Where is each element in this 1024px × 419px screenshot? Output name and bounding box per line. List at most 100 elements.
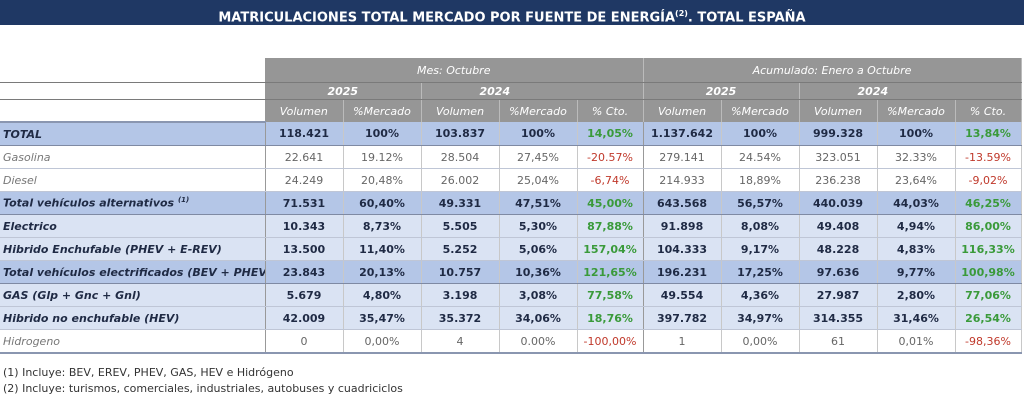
cell-volumen: 22.641 — [265, 145, 344, 169]
cell-volumen: 97.636 — [799, 260, 878, 284]
cell-volumen: 643.568 — [643, 191, 722, 215]
row-label: Gasolina — [0, 145, 266, 169]
cell-volumen: 440.039 — [799, 191, 878, 215]
cell-volumen: 61 — [799, 329, 878, 354]
row-label-text: Hibrido no enchufable (HEV) — [3, 311, 180, 325]
table-row: Diesel 24.249 20,48% 26.002 25,04% -6,74% 214.… — [0, 168, 1022, 192]
cell-volumen: 27.987 — [799, 283, 878, 307]
cell-volumen: 5.679 — [265, 283, 344, 307]
row-label-text: Hidrogeno — [3, 334, 61, 348]
cell-cto: -6,74% — [577, 168, 644, 192]
title-text: MATRICULACIONES TOTAL MERCADO POR FUENTE… — [218, 10, 676, 26]
column-header: %Mercado — [499, 99, 578, 122]
cell-volumen: 5.252 — [421, 237, 500, 261]
cell-volumen: 71.531 — [265, 191, 344, 215]
footnote-1: (1) Incluye: BEV, EREV, PHEV, GAS, HEV e… — [3, 366, 294, 379]
cell-volumen: 28.504 — [421, 145, 500, 169]
cell-mercado: 20,48% — [343, 168, 422, 192]
cell-mercado: 0,01% — [877, 329, 956, 354]
cell-volumen: 24.249 — [265, 168, 344, 192]
cell-mercado: 10,36% — [499, 260, 578, 284]
cell-mercado: 8,73% — [343, 214, 422, 238]
row-label: Total vehículos alternativos (1) — [0, 191, 266, 215]
cell-mercado: 17,25% — [721, 260, 800, 284]
cell-mercado: 34,06% — [499, 306, 578, 330]
cell-cto: 86,00% — [955, 214, 1022, 238]
row-label-text: Total vehículos electrificados (BEV + PH… — [3, 265, 265, 279]
cell-mercado: 0.00% — [499, 329, 578, 354]
cell-mercado: 100% — [499, 122, 578, 146]
cell-volumen: 397.782 — [643, 306, 722, 330]
blank-header — [0, 58, 265, 83]
cell-mercado: 4,94% — [877, 214, 956, 238]
row-label-text: Electrico — [3, 219, 57, 233]
cell-volumen: 323.051 — [799, 145, 878, 169]
cell-mercado: 4,36% — [721, 283, 800, 307]
row-label: GAS (Glp + Gnc + Gnl) — [0, 283, 266, 307]
cell-mercado: 35,47% — [343, 306, 422, 330]
cell-mercado: 0,00% — [721, 329, 800, 354]
cell-mercado: 5,06% — [499, 237, 578, 261]
cell-volumen: 4 — [421, 329, 500, 354]
column-header: Volumen — [265, 99, 344, 122]
footnote-ref: (1) — [177, 196, 190, 205]
table-row: Hibrido no enchufable (HEV) 42.009 35,47% 3… — [0, 306, 1022, 330]
cell-cto: -20.57% — [577, 145, 644, 169]
title-suffix: . TOTAL ESPAÑA — [687, 10, 806, 26]
footnote-2: (2) Incluye: turismos, comerciales, indu… — [3, 382, 403, 395]
cell-mercado: 2,80% — [877, 283, 956, 307]
column-header: %Mercado — [721, 99, 800, 122]
cell-mercado: 100% — [877, 122, 956, 146]
cell-volumen: 104.333 — [643, 237, 722, 261]
cell-mercado: 44,03% — [877, 191, 956, 215]
cell-volumen: 5.505 — [421, 214, 500, 238]
cell-cto: 87,88% — [577, 214, 644, 238]
row-label-text: TOTAL — [3, 127, 43, 141]
column-header: % Cto. — [577, 99, 644, 122]
group-header-cumulative: Acumulado: Enero a Octubre — [643, 58, 1022, 83]
cell-mercado: 47,51% — [499, 191, 578, 215]
cell-cto: 121,65% — [577, 260, 644, 284]
cell-volumen: 214.933 — [643, 168, 722, 192]
table-row: Hidrogeno 0 0,00% 4 0.00% -100,00% 1 0,00% 61 0,0… — [0, 329, 1022, 354]
blank-header — [0, 82, 265, 100]
cell-mercado: 56,57% — [721, 191, 800, 215]
row-label: Hidrogeno — [0, 329, 266, 354]
cell-mercado: 4,83% — [877, 237, 956, 261]
cell-cto: -9,02% — [955, 168, 1022, 192]
cell-volumen: 10.757 — [421, 260, 500, 284]
column-header: % Cto. — [955, 99, 1022, 122]
column-header: %Mercado — [343, 99, 422, 122]
year-header: 2025 — [265, 82, 422, 100]
cell-volumen: 3.198 — [421, 283, 500, 307]
cell-volumen: 1.137.642 — [643, 122, 722, 146]
row-label: Diesel — [0, 168, 266, 192]
row-label-text: GAS (Glp + Gnc + Gnl) — [3, 288, 141, 302]
cell-cto: 116,33% — [955, 237, 1022, 261]
cell-mercado: 8,08% — [721, 214, 800, 238]
table-row: GAS (Glp + Gnc + Gnl) 5.679 4,80% 3.198 3,08… — [0, 283, 1022, 307]
cell-volumen: 91.898 — [643, 214, 722, 238]
table-row: Electrico 10.343 8,73% 5.505 5,30% 87,88% 91.8… — [0, 214, 1022, 238]
row-label-text: Diesel — [3, 173, 37, 187]
cell-mercado: 20,13% — [343, 260, 422, 284]
cell-mercado: 34,97% — [721, 306, 800, 330]
cell-volumen: 49.331 — [421, 191, 500, 215]
cell-volumen: 0 — [265, 329, 344, 354]
cell-volumen: 279.141 — [643, 145, 722, 169]
cell-cto: 45,00% — [577, 191, 644, 215]
cell-cto: 77,06% — [955, 283, 1022, 307]
cell-cto: 13,84% — [955, 122, 1022, 146]
cell-mercado: 60,40% — [343, 191, 422, 215]
column-header: Volumen — [643, 99, 722, 122]
cell-cto: -98,36% — [955, 329, 1022, 354]
cell-mercado: 0,00% — [343, 329, 422, 354]
cell-mercado: 24.54% — [721, 145, 800, 169]
table-row: Gasolina 22.641 19.12% 28.504 27,45% -20.57% 2… — [0, 145, 1022, 169]
cell-volumen: 49.554 — [643, 283, 722, 307]
cell-mercado: 5,30% — [499, 214, 578, 238]
cell-cto: 46,25% — [955, 191, 1022, 215]
group-header-month: Mes: Octubre — [265, 58, 644, 83]
cell-mercado: 4,80% — [343, 283, 422, 307]
title-sup: (2) — [675, 9, 688, 18]
